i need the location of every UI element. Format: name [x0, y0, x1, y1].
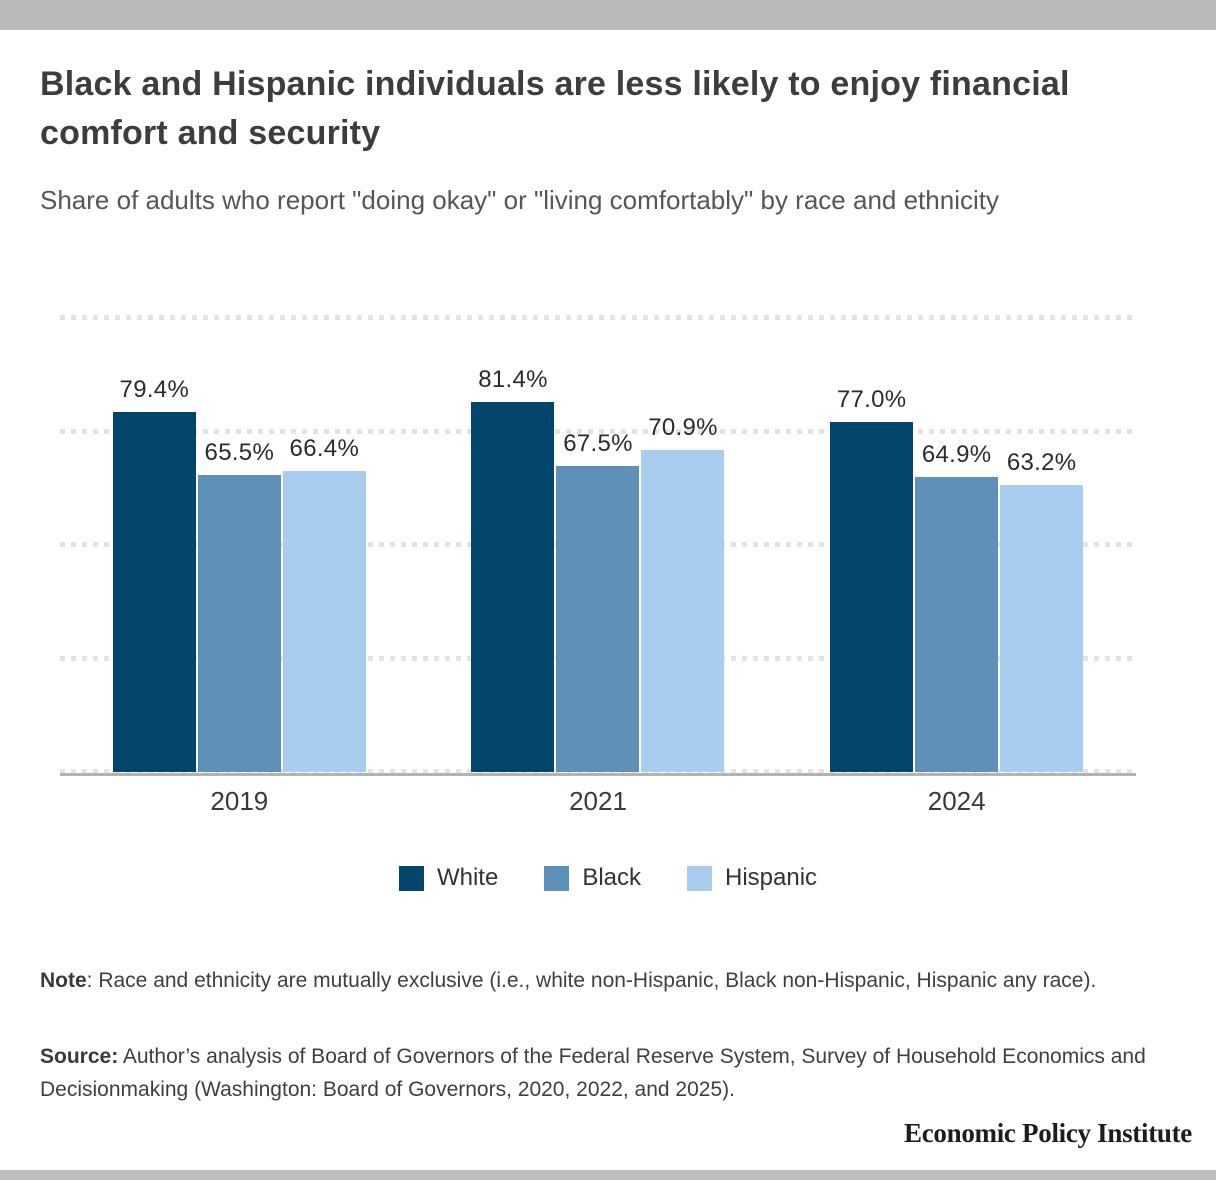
bar-value-label-2019-black: 65.5% — [204, 438, 275, 466]
epi-logo-text: Economic Policy Institute — [904, 1118, 1192, 1148]
legend-label-black: Black — [582, 864, 641, 891]
bar-2024-white — [830, 422, 914, 772]
x-axis-label-2021: 2021 — [569, 786, 627, 816]
bar-2021-black — [556, 465, 640, 772]
bar-value-label-2021-black: 67.5% — [563, 429, 633, 457]
top-border-bar — [0, 0, 1216, 30]
x-axis-label-2019: 2019 — [210, 786, 269, 816]
bar-value-label-2024-black: 64.9% — [921, 441, 992, 469]
chart-subtitle: Share of adults who report "doing okay" … — [40, 185, 999, 215]
note-label: Note — [40, 969, 87, 992]
bar-2024-hispanic — [1000, 485, 1084, 772]
bar-group-2019: 79.4% 65.5% 66.4% — [112, 318, 366, 772]
bar-2021-white — [471, 402, 555, 772]
bar-value-label-2024-hispanic: 63.2% — [1006, 449, 1077, 477]
chart-legend: White Black Hispanic — [0, 864, 1216, 892]
chart-source: Source: Author’s analysis of Board of Go… — [40, 1040, 1176, 1106]
legend-label-white: White — [436, 864, 499, 891]
x-axis-labels: 2019 2021 2024 — [60, 786, 1136, 817]
note-text: : Race and ethnicity are mutually exclus… — [86, 969, 1097, 992]
chart-note: Note: Race and ethnicity are mutually ex… — [40, 964, 1176, 997]
legend-swatch-icon — [544, 865, 570, 891]
gridline-75 — [60, 428, 1136, 434]
legend-swatch-icon — [398, 865, 424, 891]
x-axis-label-2024: 2024 — [927, 786, 986, 816]
legend-swatch-icon — [687, 865, 712, 891]
bar-value-label-2019-hispanic: 66.4% — [289, 434, 360, 462]
x-axis-line — [60, 773, 1136, 776]
legend-item-hispanic: Hispanic — [687, 864, 817, 892]
bar-value-label-2019-white: 79.4% — [119, 375, 190, 403]
legend-item-white: White — [398, 864, 499, 892]
source-label: Source: — [40, 1045, 119, 1068]
bar-2019-black — [197, 474, 281, 772]
bottom-border-bar — [0, 1170, 1216, 1180]
source-text: Author’s analysis of Board of Governors … — [40, 1045, 1146, 1101]
bar-group-2024: 77.0% 64.9% 63.2% — [830, 318, 1084, 772]
bar-2019-white — [112, 411, 196, 772]
plot-area: 79.4% 65.5% 66.4% 81.4% 67.5% 70.9% 77.0% 64.9%… — [60, 315, 1136, 776]
bar-2019-hispanic — [282, 470, 366, 772]
bar-value-label-2021-white: 81.4% — [478, 366, 548, 394]
bar-2024-black — [915, 477, 999, 772]
bar-value-label-2021-hispanic: 70.9% — [648, 414, 718, 442]
legend-label-hispanic: Hispanic — [725, 864, 818, 891]
bar-2021-hispanic — [641, 450, 725, 772]
bar-group-2021: 81.4% 67.5% 70.9% — [471, 318, 725, 772]
chart-title: Black and Hispanic individuals are less … — [40, 65, 1070, 152]
gridline-100 — [60, 315, 1136, 320]
bar-value-label-2024-white: 77.0% — [836, 386, 907, 414]
legend-item-black: Black — [544, 864, 641, 892]
